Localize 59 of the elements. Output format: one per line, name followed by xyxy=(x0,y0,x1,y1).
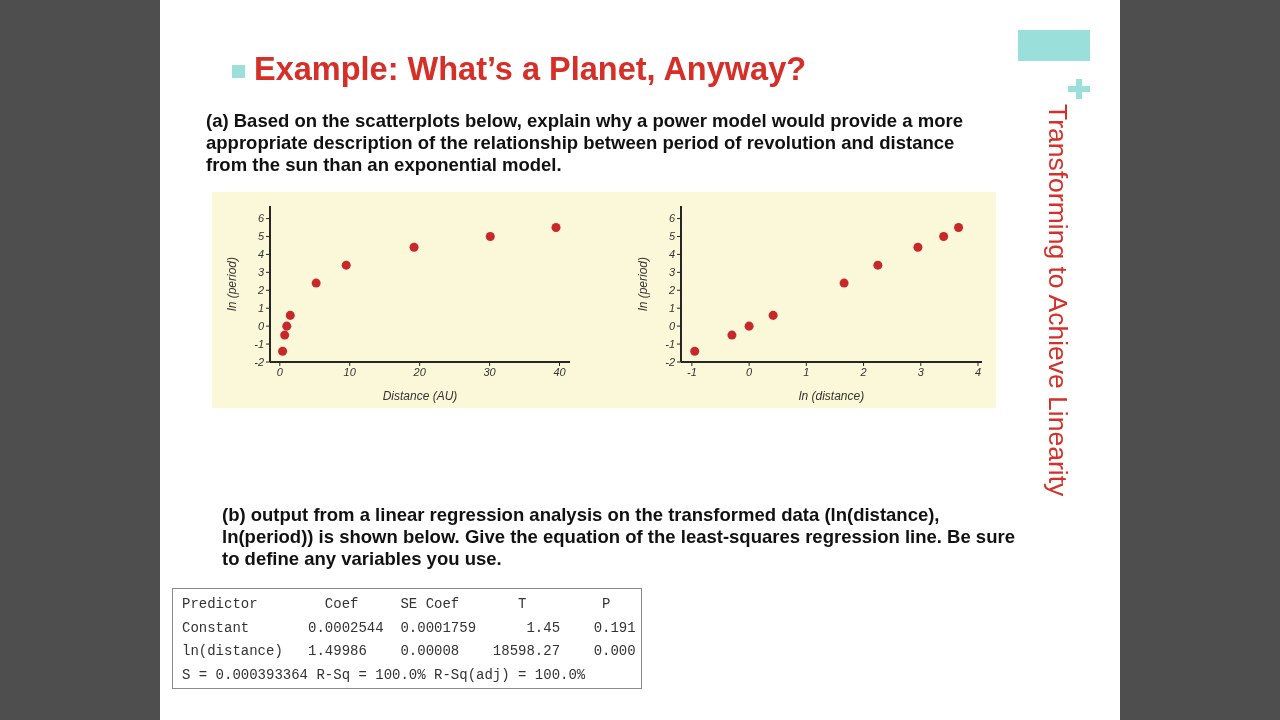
y-tick-label: 3 xyxy=(257,266,265,279)
y-tick-label: 6 xyxy=(257,212,265,225)
x-tick-label: 40 xyxy=(553,365,567,378)
text: S = 0.000393364 R-Sq = 100.0% R-Sq(adj) = 100.0% xyxy=(182,665,587,685)
y-tick-label: 3 xyxy=(668,266,676,279)
x-tick-label: 1 xyxy=(803,365,810,378)
y-tick-label: -2 xyxy=(254,355,264,368)
y-tick-label: 5 xyxy=(257,230,265,243)
y-axis-title: ln (period) xyxy=(636,256,651,312)
x-tick-label: 3 xyxy=(917,365,925,378)
point xyxy=(280,330,290,340)
y-tick-label: 1 xyxy=(668,302,675,315)
point xyxy=(285,310,295,320)
point xyxy=(690,346,700,356)
point xyxy=(278,346,288,356)
point xyxy=(727,330,737,340)
y-tick-label: -1 xyxy=(665,337,675,350)
x-tick-label: 2 xyxy=(859,365,867,378)
y-axis-title: ln (period) xyxy=(225,256,240,312)
y-tick-label: 2 xyxy=(256,284,264,297)
y-tick-label: 1 xyxy=(257,302,264,315)
x-axis-title: ln (distance) xyxy=(798,389,865,403)
y-tick-label: 0 xyxy=(257,320,265,333)
text: Constant 0.0002544 0.0001759 1.45 0.191 xyxy=(182,618,637,638)
point xyxy=(954,223,964,233)
text: Predictor Coef SE Coef T P xyxy=(182,595,612,614)
text: Transforming to Achieve Linearity xyxy=(1043,104,1073,497)
x-tick-label: 0 xyxy=(276,365,284,378)
y-tick-label: 6 xyxy=(668,212,676,225)
x-tick-label: 30 xyxy=(483,365,497,378)
x-tick-label: 20 xyxy=(412,365,427,378)
point xyxy=(768,310,778,320)
y-tick-label: -2 xyxy=(665,355,675,368)
text: (b) output from a linear regression analysis on the transformed data (ln(distance), ln(period)) is shown below. Give the equation of the least-squares regression line. Be sure to define any variables you use. xyxy=(222,504,1016,570)
point xyxy=(341,260,351,270)
point xyxy=(839,278,849,288)
point xyxy=(873,260,883,270)
x-axis-title: Distance (AU) xyxy=(382,389,458,403)
chart-title: Example: What’s a Planet, Anyway? xyxy=(254,51,807,87)
point xyxy=(744,321,754,331)
y-tick-label: 4 xyxy=(257,248,264,261)
text: ln(distance) 1.49986 0.00008 18598.27 0.000 xyxy=(182,642,637,661)
point xyxy=(913,242,923,252)
point xyxy=(409,242,419,252)
y-tick-label: 5 xyxy=(668,230,676,243)
point xyxy=(485,231,495,241)
point xyxy=(311,278,321,288)
point xyxy=(939,231,949,241)
chart-subtitle: (a) Based on the scatterplots below, explain why a power model would provide a more appropriate description of the relationship between period of revolution and distance from the sun than an exponential model. xyxy=(206,110,964,176)
y-tick-label: 0 xyxy=(668,320,676,333)
y-tick-label: 2 xyxy=(667,284,675,297)
x-tick-label: 0 xyxy=(746,365,754,378)
x-tick-label: 10 xyxy=(343,365,357,378)
x-tick-label: 4 xyxy=(974,365,982,378)
point xyxy=(282,321,292,331)
x-tick-label: -1 xyxy=(686,365,697,378)
point xyxy=(551,223,561,233)
y-tick-label: -1 xyxy=(254,337,264,350)
y-tick-label: 4 xyxy=(668,248,675,261)
